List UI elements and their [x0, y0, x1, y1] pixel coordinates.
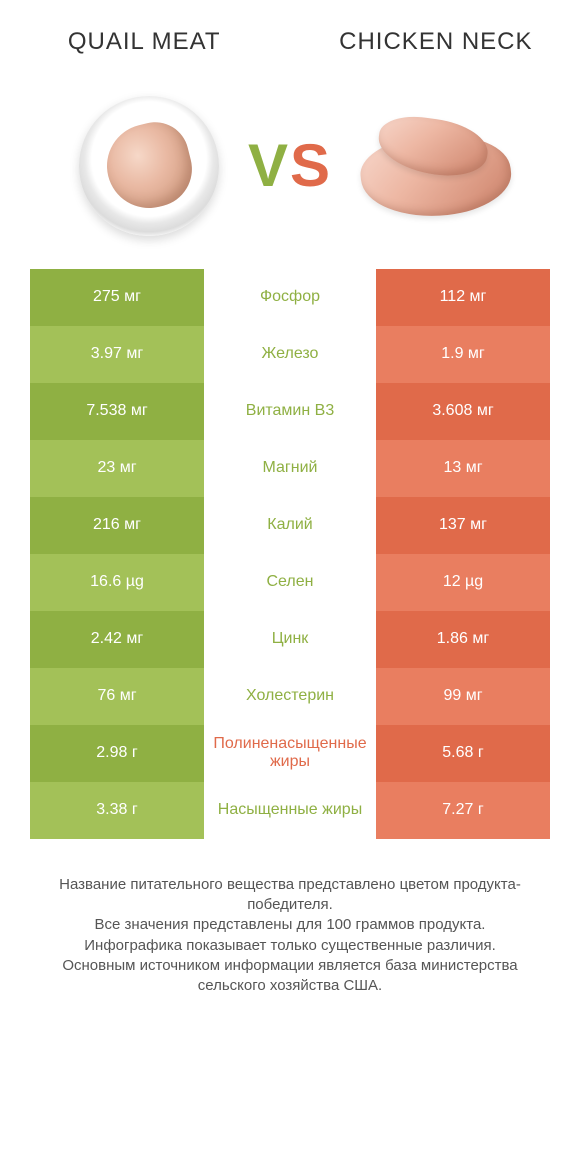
right-value: 13 мг	[376, 440, 550, 497]
nutrient-name: Полиненасыщенные жиры	[204, 725, 376, 782]
footer-line: Инфографика показывает только существенн…	[32, 936, 548, 956]
vs-s: S	[290, 132, 332, 199]
nutrient-name: Цинк	[204, 611, 376, 668]
nutrient-name: Холестерин	[204, 668, 376, 725]
quail-meat-image	[74, 91, 224, 241]
right-value: 5.68 г	[376, 725, 550, 782]
left-value: 23 мг	[30, 440, 204, 497]
nutrient-name: Магний	[204, 440, 376, 497]
header: QUAIL MEAT CHICKEN NECK	[0, 0, 580, 67]
table-row: 23 мгМагний13 мг	[30, 440, 550, 497]
left-value: 2.42 мг	[30, 611, 204, 668]
table-row: 16.6 µgСелен12 µg	[30, 554, 550, 611]
right-value: 112 мг	[376, 269, 550, 326]
right-value: 1.86 мг	[376, 611, 550, 668]
table-row: 2.98 гПолиненасыщенные жиры5.68 г	[30, 725, 550, 782]
table-row: 7.538 мгВитамин B33.608 мг	[30, 383, 550, 440]
nutrient-name: Витамин B3	[204, 383, 376, 440]
table-row: 275 мгФосфор112 мг	[30, 269, 550, 326]
right-value: 1.9 мг	[376, 326, 550, 383]
comparison-table: 275 мгФосфор112 мг3.97 мгЖелезо1.9 мг7.5…	[30, 269, 550, 839]
title-right: CHICKEN NECK	[332, 28, 540, 57]
vs-v: V	[248, 132, 290, 199]
footer-line: Название питательного вещества представл…	[32, 875, 548, 916]
right-value: 99 мг	[376, 668, 550, 725]
nutrient-name: Железо	[204, 326, 376, 383]
footer-notes: Название питательного вещества представл…	[0, 839, 580, 997]
vs-row: VS	[0, 67, 580, 269]
table-row: 3.38 гНасыщенные жиры7.27 г	[30, 782, 550, 839]
table-row: 3.97 мгЖелезо1.9 мг	[30, 326, 550, 383]
right-value: 137 мг	[376, 497, 550, 554]
footer-line: Основным источником информации является …	[32, 956, 548, 997]
right-value: 7.27 г	[376, 782, 550, 839]
right-value: 3.608 мг	[376, 383, 550, 440]
footer-line: Все значения представлены для 100 граммо…	[32, 915, 548, 935]
table-row: 216 мгКалий137 мг	[30, 497, 550, 554]
left-value: 3.38 г	[30, 782, 204, 839]
table-row: 2.42 мгЦинк1.86 мг	[30, 611, 550, 668]
left-value: 2.98 г	[30, 725, 204, 782]
table-row: 76 мгХолестерин99 мг	[30, 668, 550, 725]
nutrient-name: Фосфор	[204, 269, 376, 326]
nutrient-name: Насыщенные жиры	[204, 782, 376, 839]
left-value: 76 мг	[30, 668, 204, 725]
left-value: 7.538 мг	[30, 383, 204, 440]
left-value: 16.6 µg	[30, 554, 204, 611]
right-value: 12 µg	[376, 554, 550, 611]
nutrient-name: Калий	[204, 497, 376, 554]
nutrient-name: Селен	[204, 554, 376, 611]
left-value: 216 мг	[30, 497, 204, 554]
vs-label: VS	[248, 131, 332, 200]
left-value: 3.97 мг	[30, 326, 204, 383]
title-left: QUAIL MEAT	[40, 28, 248, 56]
left-value: 275 мг	[30, 269, 204, 326]
chicken-neck-image	[356, 91, 506, 241]
